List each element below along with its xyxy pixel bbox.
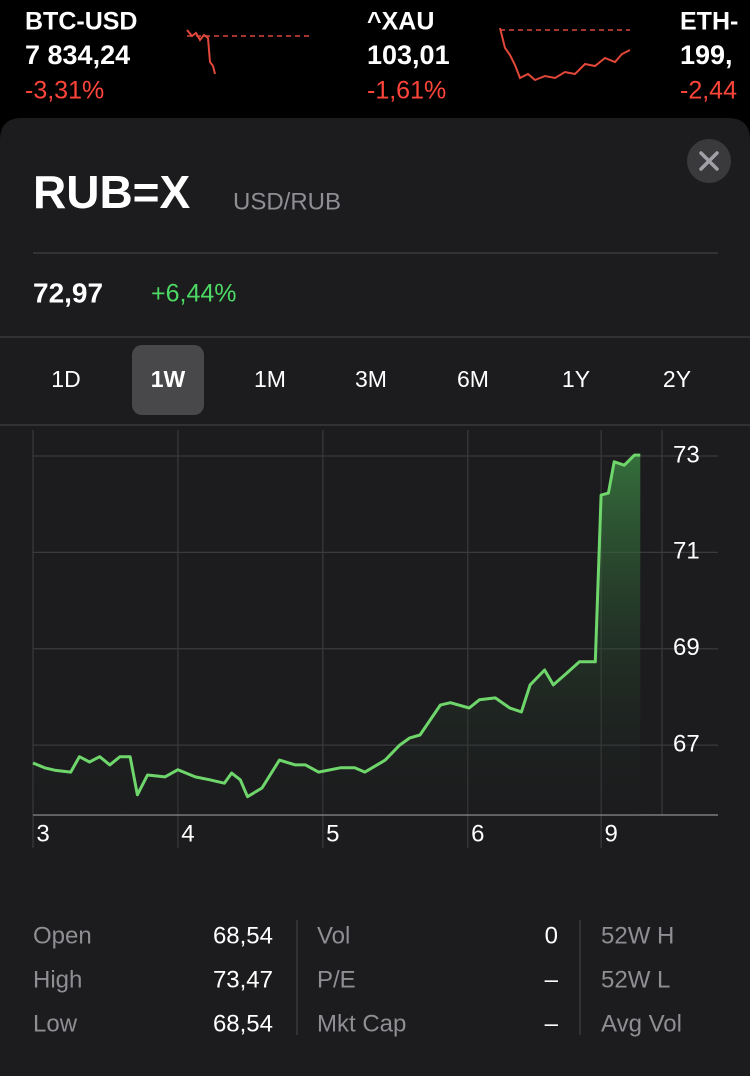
price: 72,97 bbox=[33, 277, 103, 308]
ticker-change: -1,61% bbox=[367, 77, 446, 105]
x-tick-label: 5 bbox=[326, 820, 339, 847]
symbol: RUB=X bbox=[33, 166, 191, 218]
range-option[interactable]: 1W bbox=[151, 366, 186, 392]
x-tick-label: 3 bbox=[36, 820, 49, 847]
stat-label: Avg Vol bbox=[601, 1010, 682, 1037]
range-option[interactable]: 2Y bbox=[663, 366, 691, 392]
stat-value: – bbox=[545, 966, 559, 993]
ticker-change: -3,31% bbox=[25, 77, 104, 105]
y-tick-label: 71 bbox=[673, 538, 700, 565]
sparklines bbox=[186, 27, 631, 82]
close-button[interactable] bbox=[687, 139, 731, 183]
stat-label: Vol bbox=[317, 922, 350, 949]
stat-label: P/E bbox=[317, 966, 356, 993]
x-tick-label: 4 bbox=[181, 820, 194, 847]
stat-value: 0 bbox=[545, 922, 558, 949]
stat-label: 52W H bbox=[601, 922, 674, 949]
y-tick-label: 73 bbox=[673, 441, 700, 468]
stat-label: High bbox=[33, 966, 82, 993]
stat-value: 68,54 bbox=[213, 922, 273, 949]
ticker-price: 103,01 bbox=[367, 40, 450, 70]
range-option[interactable]: 1M bbox=[254, 366, 286, 392]
symbol-name: USD/RUB bbox=[233, 188, 341, 215]
stat-value: 68,54 bbox=[213, 1010, 273, 1037]
y-tick-label: 67 bbox=[673, 730, 700, 757]
ticker-symbol[interactable]: ^XAU bbox=[367, 8, 434, 36]
range-selected bbox=[132, 345, 204, 415]
x-tick-label: 9 bbox=[604, 820, 617, 847]
range-option[interactable]: 3M bbox=[355, 366, 387, 392]
stat-label: 52W L bbox=[601, 966, 670, 993]
ticker-symbol[interactable]: BTC-USD bbox=[25, 8, 138, 36]
ticker-change: -2,44 bbox=[680, 77, 737, 105]
stat-label: Low bbox=[33, 1010, 78, 1037]
stat-label: Open bbox=[33, 922, 92, 949]
x-tick-label: 6 bbox=[471, 820, 484, 847]
close-icon bbox=[699, 151, 719, 171]
ticker-symbol[interactable]: ETH- bbox=[680, 8, 738, 36]
ticker-price: 7 834,24 bbox=[25, 40, 130, 70]
y-tick-label: 69 bbox=[673, 634, 700, 661]
range-option[interactable]: 1D bbox=[51, 366, 80, 392]
line bbox=[32, 453, 641, 799]
area bbox=[33, 455, 641, 815]
range-option[interactable]: 1Y bbox=[562, 366, 590, 392]
range-option[interactable]: 6M bbox=[457, 366, 489, 392]
ticker-price: 199, bbox=[680, 40, 733, 70]
price-change: +6,44% bbox=[151, 280, 237, 308]
stat-value: 73,47 bbox=[213, 966, 273, 993]
sparkline bbox=[499, 27, 631, 82]
stat-label: Mkt Cap bbox=[317, 1010, 406, 1037]
stat-value: – bbox=[545, 1010, 559, 1037]
sparkline bbox=[186, 29, 216, 75]
